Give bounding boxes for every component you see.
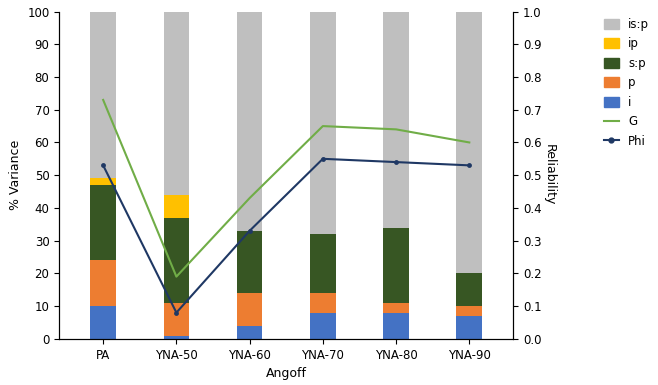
Bar [237, 12, 263, 231]
Bar [90, 185, 116, 260]
Bar [164, 218, 190, 303]
Bar [457, 273, 482, 306]
Bar [457, 306, 482, 316]
Bar [237, 293, 263, 326]
Bar [90, 12, 116, 179]
Bar [383, 313, 409, 339]
Bar [164, 335, 190, 339]
Bar [383, 12, 409, 228]
Bar [164, 303, 190, 335]
Bar [457, 12, 482, 273]
Bar [310, 234, 336, 293]
Bar [237, 231, 263, 293]
Bar [383, 303, 409, 313]
Bar [90, 260, 116, 306]
Bar [237, 326, 263, 339]
Y-axis label: % Variance: % Variance [9, 140, 22, 210]
Bar [90, 179, 116, 185]
Bar [310, 313, 336, 339]
Bar [164, 195, 190, 218]
Legend: is:p, ip, s:p, p, i, G, Phi: is:p, ip, s:p, p, i, G, Phi [601, 14, 653, 151]
Bar [310, 12, 336, 234]
Bar [90, 306, 116, 339]
Bar [383, 228, 409, 303]
Bar [310, 293, 336, 313]
Bar [457, 316, 482, 339]
Bar [164, 12, 190, 195]
X-axis label: Angoff: Angoff [266, 367, 307, 380]
Y-axis label: Reliability: Reliability [542, 144, 555, 206]
